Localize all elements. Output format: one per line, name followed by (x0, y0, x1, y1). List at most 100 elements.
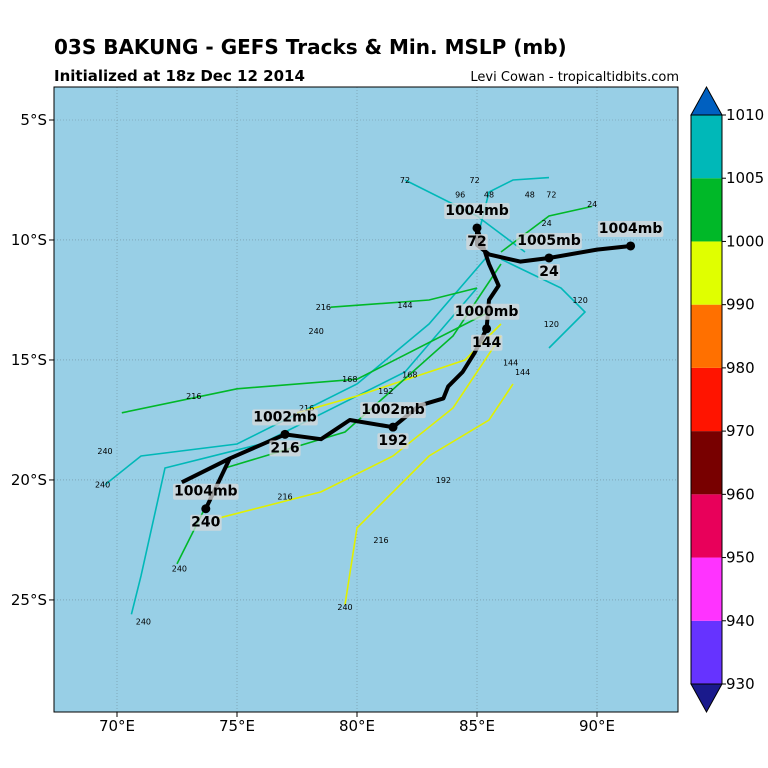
colorbar-bin (691, 367, 722, 432)
hour-annotation: 216 (373, 536, 388, 545)
ensemble-track (500, 258, 587, 349)
label-background (516, 232, 582, 249)
label-background (597, 220, 664, 237)
y-tick-label: 20°S (11, 471, 47, 489)
hour-label: 216 (270, 440, 299, 456)
colorbar-label: 940 (726, 612, 755, 630)
hour-annotation: 216 (316, 303, 331, 312)
hour-annotation: 240 (309, 327, 324, 336)
hour-label: 144 (472, 335, 501, 351)
colorbar-over (690, 85, 723, 116)
track-point (482, 324, 492, 334)
ensemble-track (121, 311, 490, 414)
label-background (538, 263, 560, 280)
hour-annotation: 120 (573, 296, 588, 305)
hour-annotation: 144 (503, 358, 518, 367)
map-background (54, 87, 678, 712)
label-background (269, 440, 301, 457)
hour-annotation: 240 (95, 481, 110, 490)
hour-label: 72 (467, 234, 486, 250)
x-tick-label: 80°E (339, 717, 375, 735)
colorbar-bin (691, 494, 722, 558)
track-point (201, 504, 211, 514)
label-background (252, 409, 318, 426)
pressure-label: 1004mb (445, 203, 509, 219)
hour-annotation: 240 (136, 618, 151, 627)
track-point (388, 422, 398, 432)
hour-annotation: 192 (436, 476, 451, 485)
colorbar-bin (691, 557, 722, 621)
pressure-label: 1004mb (174, 484, 238, 500)
hour-annotation: 240 (97, 447, 112, 456)
hour-annotation: 144 (397, 301, 412, 310)
colorbar-bin (691, 620, 722, 684)
ensemble-track (344, 383, 514, 605)
ensemble-track (217, 335, 502, 520)
label-background (360, 402, 426, 419)
ensemble-track (130, 287, 478, 615)
label-background (453, 303, 520, 320)
y-tick-label: 25°S (11, 591, 47, 609)
colorbar-label: 1005 (726, 169, 764, 187)
y-tick-label: 15°S (11, 351, 47, 369)
colorbar-bin (691, 304, 722, 368)
colorbar-label: 970 (726, 422, 755, 440)
pressure-label: 1004mb (599, 221, 663, 237)
colorbar-label: 990 (726, 296, 755, 314)
x-tick-label: 90°E (579, 717, 615, 735)
track-point (626, 241, 636, 251)
chart-title: 03S BAKUNG - GEFS Tracks & Min. MSLP (mb… (54, 35, 567, 59)
colorbar-bin (691, 431, 722, 495)
plot-area: 72 96 72 48 48 72 24 24 120 120 144 216 240 216 240 240… (54, 87, 678, 712)
hour-annotation: 216 (277, 493, 292, 502)
colorbar-under (690, 683, 723, 714)
hour-annotation: 24 (587, 200, 597, 209)
hour-annotation: 192 (378, 387, 393, 396)
colorbar-label: 950 (726, 549, 755, 567)
colorbar-label: 960 (726, 485, 755, 503)
hour-label: 192 (378, 433, 407, 449)
hour-annotation: 216 (299, 404, 314, 413)
plot-frame (53, 86, 679, 713)
label-background (190, 514, 222, 531)
label-background (377, 433, 409, 450)
label-background (466, 233, 488, 250)
colorbar-bin (691, 178, 722, 242)
ensemble-track (330, 287, 478, 308)
colorbar-label: 1010 (726, 106, 764, 124)
y-tick-label: 5°S (20, 111, 47, 129)
hour-annotation: 216 (186, 392, 201, 401)
hour-annotation: 120 (544, 320, 559, 329)
track-point (544, 253, 554, 263)
colorbar-label: 1000 (726, 232, 764, 250)
track-point (280, 429, 290, 439)
pressure-label: 1000mb (455, 304, 519, 320)
y-tick-label: 10°S (11, 231, 47, 249)
hour-annotation: 72 (470, 176, 480, 185)
label-background (173, 483, 239, 500)
colorbar-bin (691, 115, 722, 179)
hour-annotation: 168 (342, 375, 357, 384)
hour-annotation: 240 (172, 565, 187, 574)
hour-annotation: 96 (455, 190, 465, 199)
hour-annotation: 48 (525, 190, 535, 199)
hour-annotation: 72 (546, 190, 556, 199)
hour-annotation: 24 (542, 219, 552, 228)
pressure-label: 1002mb (253, 409, 317, 425)
label-background (444, 202, 510, 219)
pressure-label: 1002mb (361, 402, 425, 418)
colorbar-bin (691, 241, 722, 305)
hour-annotation: 144 (515, 368, 530, 377)
pressure-label: 1005mb (517, 233, 581, 249)
x-tick-label: 75°E (219, 717, 255, 735)
colorbar-frame (690, 114, 723, 685)
x-tick-label: 70°E (99, 717, 135, 735)
hour-label: 24 (539, 264, 559, 280)
x-tick-label: 85°E (459, 717, 495, 735)
hour-annotation: 168 (402, 370, 417, 379)
colorbar-label: 930 (726, 675, 755, 693)
credit: Levi Cowan - tropicaltidbits.com (470, 70, 679, 85)
label-background (470, 334, 503, 351)
colorbar-label: 980 (726, 359, 755, 377)
track-point (472, 223, 482, 233)
